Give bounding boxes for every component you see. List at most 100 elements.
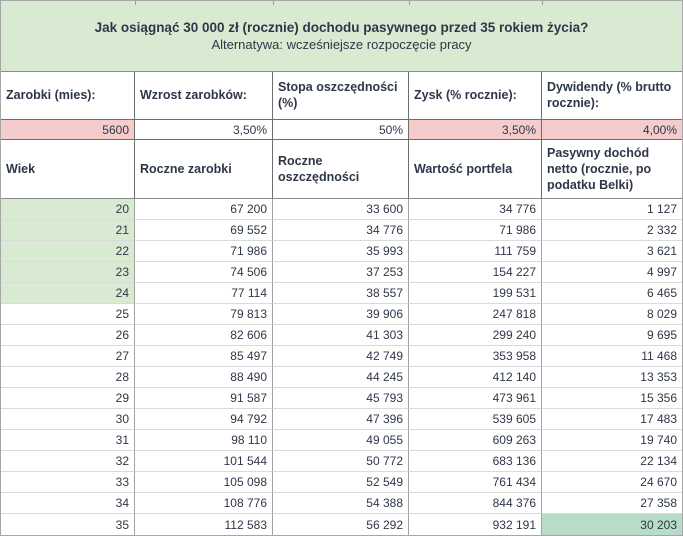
value-cell[interactable]: 27 358 [542,493,682,514]
value-cell[interactable]: 94 792 [135,409,273,430]
param-label-cell[interactable]: Stopa oszczędności (%) [273,72,409,120]
value-cell[interactable]: 1 127 [542,199,682,220]
param-value-cell[interactable]: 3,50% [409,120,542,140]
value-cell[interactable]: 539 605 [409,409,542,430]
value-cell[interactable]: 154 227 [409,262,542,283]
value-cell[interactable]: 112 583 [135,514,273,535]
age-cell[interactable]: 26 [1,325,135,346]
value-cell[interactable]: 761 434 [409,472,542,493]
column-header-cell[interactable]: Roczne zarobki [135,140,273,199]
value-cell[interactable]: 6 465 [542,283,682,304]
value-cell[interactable]: 50 772 [273,451,409,472]
value-cell[interactable]: 609 263 [409,430,542,451]
value-cell[interactable]: 42 749 [273,346,409,367]
table-row: 29 91 587 45 793 473 961 15 356 [1,388,682,409]
value-cell[interactable]: 79 813 [135,304,273,325]
param-label-cell[interactable]: Zarobki (mies): [1,72,135,120]
param-value-cell[interactable]: 4,00% [542,120,682,140]
table-header-row: Wiek Roczne zarobki Roczne oszczędności War… [1,140,682,199]
value-cell[interactable]: 71 986 [135,241,273,262]
age-cell[interactable]: 27 [1,346,135,367]
value-cell[interactable]: 24 670 [542,472,682,493]
value-cell[interactable]: 91 587 [135,388,273,409]
value-cell[interactable]: 299 240 [409,325,542,346]
value-cell[interactable]: 67 200 [135,199,273,220]
value-cell[interactable]: 98 110 [135,430,273,451]
value-cell[interactable]: 683 136 [409,451,542,472]
value-cell[interactable]: 15 356 [542,388,682,409]
age-cell[interactable]: 20 [1,199,135,220]
value-cell[interactable]: 108 776 [135,493,273,514]
value-cell[interactable]: 11 468 [542,346,682,367]
param-label-cell[interactable]: Dywidendy (% brutto rocznie): [542,72,682,120]
value-cell[interactable]: 54 388 [273,493,409,514]
param-label-cell[interactable]: Zysk (% rocznie): [409,72,542,120]
param-value-cell[interactable]: 50% [273,120,409,140]
value-cell[interactable]: 105 098 [135,472,273,493]
age-cell[interactable]: 21 [1,220,135,241]
value-cell[interactable]: 71 986 [409,220,542,241]
value-cell[interactable]: 844 376 [409,493,542,514]
age-cell[interactable]: 32 [1,451,135,472]
value-cell[interactable]: 101 544 [135,451,273,472]
age-cell[interactable]: 22 [1,241,135,262]
value-cell[interactable]: 412 140 [409,367,542,388]
value-cell[interactable]: 52 549 [273,472,409,493]
value-cell[interactable]: 22 134 [542,451,682,472]
param-value-cell[interactable]: 3,50% [135,120,273,140]
column-header-cell[interactable]: Pasywny dochód netto (rocznie, po podatk… [542,140,682,199]
age-cell[interactable]: 29 [1,388,135,409]
value-cell[interactable]: 34 776 [409,199,542,220]
value-cell[interactable]: 9 695 [542,325,682,346]
age-cell[interactable]: 35 [1,514,135,535]
value-cell[interactable]: 35 993 [273,241,409,262]
value-cell[interactable]: 82 606 [135,325,273,346]
age-cell[interactable]: 31 [1,430,135,451]
value-cell[interactable]: 30 203 [542,514,682,535]
age-cell[interactable]: 28 [1,367,135,388]
param-value-cell[interactable]: 5600 [1,120,135,140]
value-cell[interactable]: 77 114 [135,283,273,304]
value-cell[interactable]: 8 029 [542,304,682,325]
value-cell[interactable]: 353 958 [409,346,542,367]
value-cell[interactable]: 56 292 [273,514,409,535]
value-cell[interactable]: 3 621 [542,241,682,262]
value-cell[interactable]: 85 497 [135,346,273,367]
age-cell[interactable]: 24 [1,283,135,304]
value-cell[interactable]: 34 776 [273,220,409,241]
value-cell[interactable]: 4 997 [542,262,682,283]
param-value-row: 5600 3,50% 50% 3,50% 4,00% [1,120,682,140]
value-cell[interactable]: 33 600 [273,199,409,220]
value-cell[interactable]: 37 253 [273,262,409,283]
value-cell[interactable]: 2 332 [542,220,682,241]
value-cell[interactable]: 44 245 [273,367,409,388]
value-cell[interactable]: 39 906 [273,304,409,325]
age-cell[interactable]: 30 [1,409,135,430]
value-cell[interactable]: 41 303 [273,325,409,346]
param-label-cell[interactable]: Wzrost zarobków: [135,72,273,120]
value-cell[interactable]: 38 557 [273,283,409,304]
value-cell[interactable]: 111 759 [409,241,542,262]
value-cell[interactable]: 45 793 [273,388,409,409]
column-header-cell[interactable]: Roczne oszczędności [273,140,409,199]
value-cell[interactable]: 247 818 [409,304,542,325]
column-header-cell[interactable]: Wiek [1,140,135,199]
age-cell[interactable]: 34 [1,493,135,514]
age-cell[interactable]: 25 [1,304,135,325]
value-cell[interactable]: 49 055 [273,430,409,451]
value-cell[interactable]: 69 552 [135,220,273,241]
value-cell[interactable]: 88 490 [135,367,273,388]
value-cell[interactable]: 19 740 [542,430,682,451]
column-header-cell[interactable]: Wartość portfela [409,140,542,199]
age-cell[interactable]: 23 [1,262,135,283]
value-cell[interactable]: 932 191 [409,514,542,535]
value-cell[interactable]: 47 396 [273,409,409,430]
value-cell[interactable]: 199 531 [409,283,542,304]
value-cell[interactable]: 74 506 [135,262,273,283]
table-row: 31 98 110 49 055 609 263 19 740 [1,430,682,451]
sheet-subtitle: Alternatywa: wcześniejsze rozpoczęcie pr… [211,37,472,52]
age-cell[interactable]: 33 [1,472,135,493]
value-cell[interactable]: 13 353 [542,367,682,388]
value-cell[interactable]: 473 961 [409,388,542,409]
value-cell[interactable]: 17 483 [542,409,682,430]
